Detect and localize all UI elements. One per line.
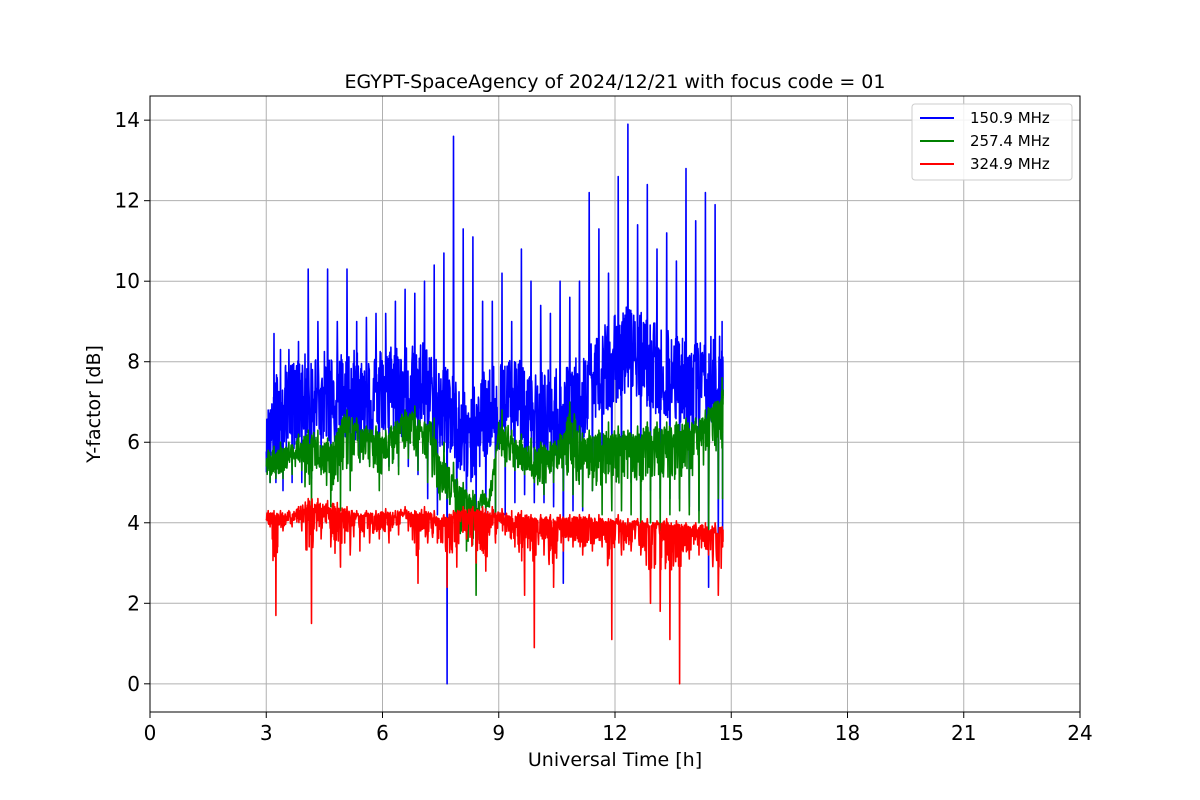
legend-box [911, 103, 1073, 181]
x-tick-label: 0 [144, 721, 157, 745]
x-tick-label: 12 [602, 721, 627, 745]
legend-label: 257.4 MHz [970, 132, 1050, 150]
x-tick-label: 9 [492, 721, 505, 745]
y-tick-label: 8 [127, 350, 140, 374]
y-tick-label: 12 [115, 189, 140, 213]
x-axis: 0 3 6 9 12 15 18 21 24 [144, 712, 1093, 745]
y-tick-label: 6 [127, 430, 140, 454]
y-tick-label: 4 [127, 511, 140, 535]
x-tick-label: 21 [951, 721, 976, 745]
series-0 [265, 123, 724, 685]
y-axis-label: Y-factor [dB] [83, 345, 105, 464]
chart-title: EGYPT-SpaceAgency of 2024/12/21 with foc… [345, 71, 886, 93]
x-tick-label: 3 [260, 721, 273, 745]
y-tick-label: 14 [115, 108, 140, 132]
y-axis: 0 2 4 6 8 10 12 14 [115, 108, 150, 696]
y-tick-label: 0 [127, 672, 140, 696]
series-line [265, 123, 724, 685]
legend: 150.9 MHz 257.4 MHz 324.9 MHz [911, 103, 1073, 181]
x-tick-label: 18 [835, 721, 860, 745]
series-1 [265, 377, 724, 596]
x-axis-label: Universal Time [h] [528, 749, 702, 771]
series-line [265, 497, 724, 685]
plot-area [265, 123, 724, 685]
series-2 [265, 497, 724, 685]
legend-label: 324.9 MHz [970, 155, 1050, 173]
x-tick-label: 15 [719, 721, 744, 745]
x-tick-label: 24 [1067, 721, 1092, 745]
y-tick-label: 2 [127, 591, 140, 615]
x-tick-label: 6 [376, 721, 389, 745]
series-line [265, 377, 724, 596]
legend-label: 150.9 MHz [970, 109, 1050, 127]
y-tick-label: 10 [115, 269, 140, 293]
